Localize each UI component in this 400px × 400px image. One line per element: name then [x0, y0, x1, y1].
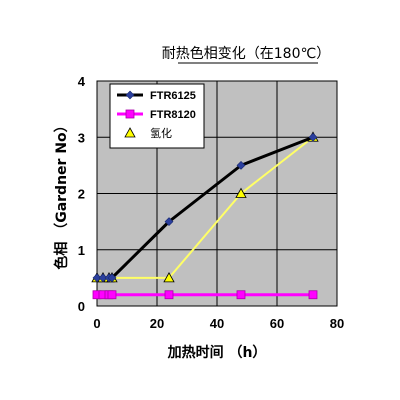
legend-swatch-marker: [125, 90, 135, 100]
data-point: [163, 272, 175, 283]
y-axis-label: 色相 （Gardner No）: [53, 118, 70, 269]
y-tick-label: 1: [78, 243, 85, 258]
x-axis-label: 加热时间 （h）: [167, 344, 267, 361]
legend-swatch-marker: [125, 109, 135, 119]
data-point: [308, 290, 318, 300]
series-layer: [91, 131, 319, 300]
series-square: [92, 290, 318, 300]
data-point: [236, 290, 246, 300]
y-tick-label: 4: [78, 74, 86, 89]
x-tick-label: 80: [330, 316, 344, 331]
legend-item: 氢化: [124, 126, 172, 140]
data-point: [107, 273, 117, 283]
tick-labels: 0 20 40 60 80 0 1 2 3 4: [78, 74, 344, 331]
x-tick-label: 40: [210, 316, 224, 331]
legend-swatch-marker: [124, 127, 136, 138]
data-point: [98, 273, 108, 283]
legend-label: FTR8120: [150, 109, 196, 121]
data-point: [164, 217, 174, 227]
legend-label: 氢化: [150, 126, 172, 140]
legend-item: FTR6125: [117, 90, 196, 102]
data-point: [107, 290, 117, 300]
chart-title: 耐热色相变化（在180℃）: [162, 45, 330, 62]
legend-label: FTR6125: [150, 90, 196, 102]
legend: FTR6125 FTR8120 氢化: [109, 83, 205, 149]
data-point: [308, 132, 318, 142]
data-point: [236, 160, 246, 170]
x-tick-label: 20: [150, 316, 164, 331]
series-diamond: [92, 132, 318, 283]
data-point: [92, 273, 102, 283]
legend-item: FTR8120: [117, 109, 196, 121]
data-point: [235, 187, 247, 198]
x-tick-label: 60: [270, 316, 284, 331]
x-tick-label: 0: [93, 316, 100, 331]
y-tick-label: 2: [78, 187, 85, 202]
y-tick-label: 0: [78, 299, 85, 314]
y-tick-label: 3: [78, 130, 85, 145]
data-point: [164, 290, 174, 300]
